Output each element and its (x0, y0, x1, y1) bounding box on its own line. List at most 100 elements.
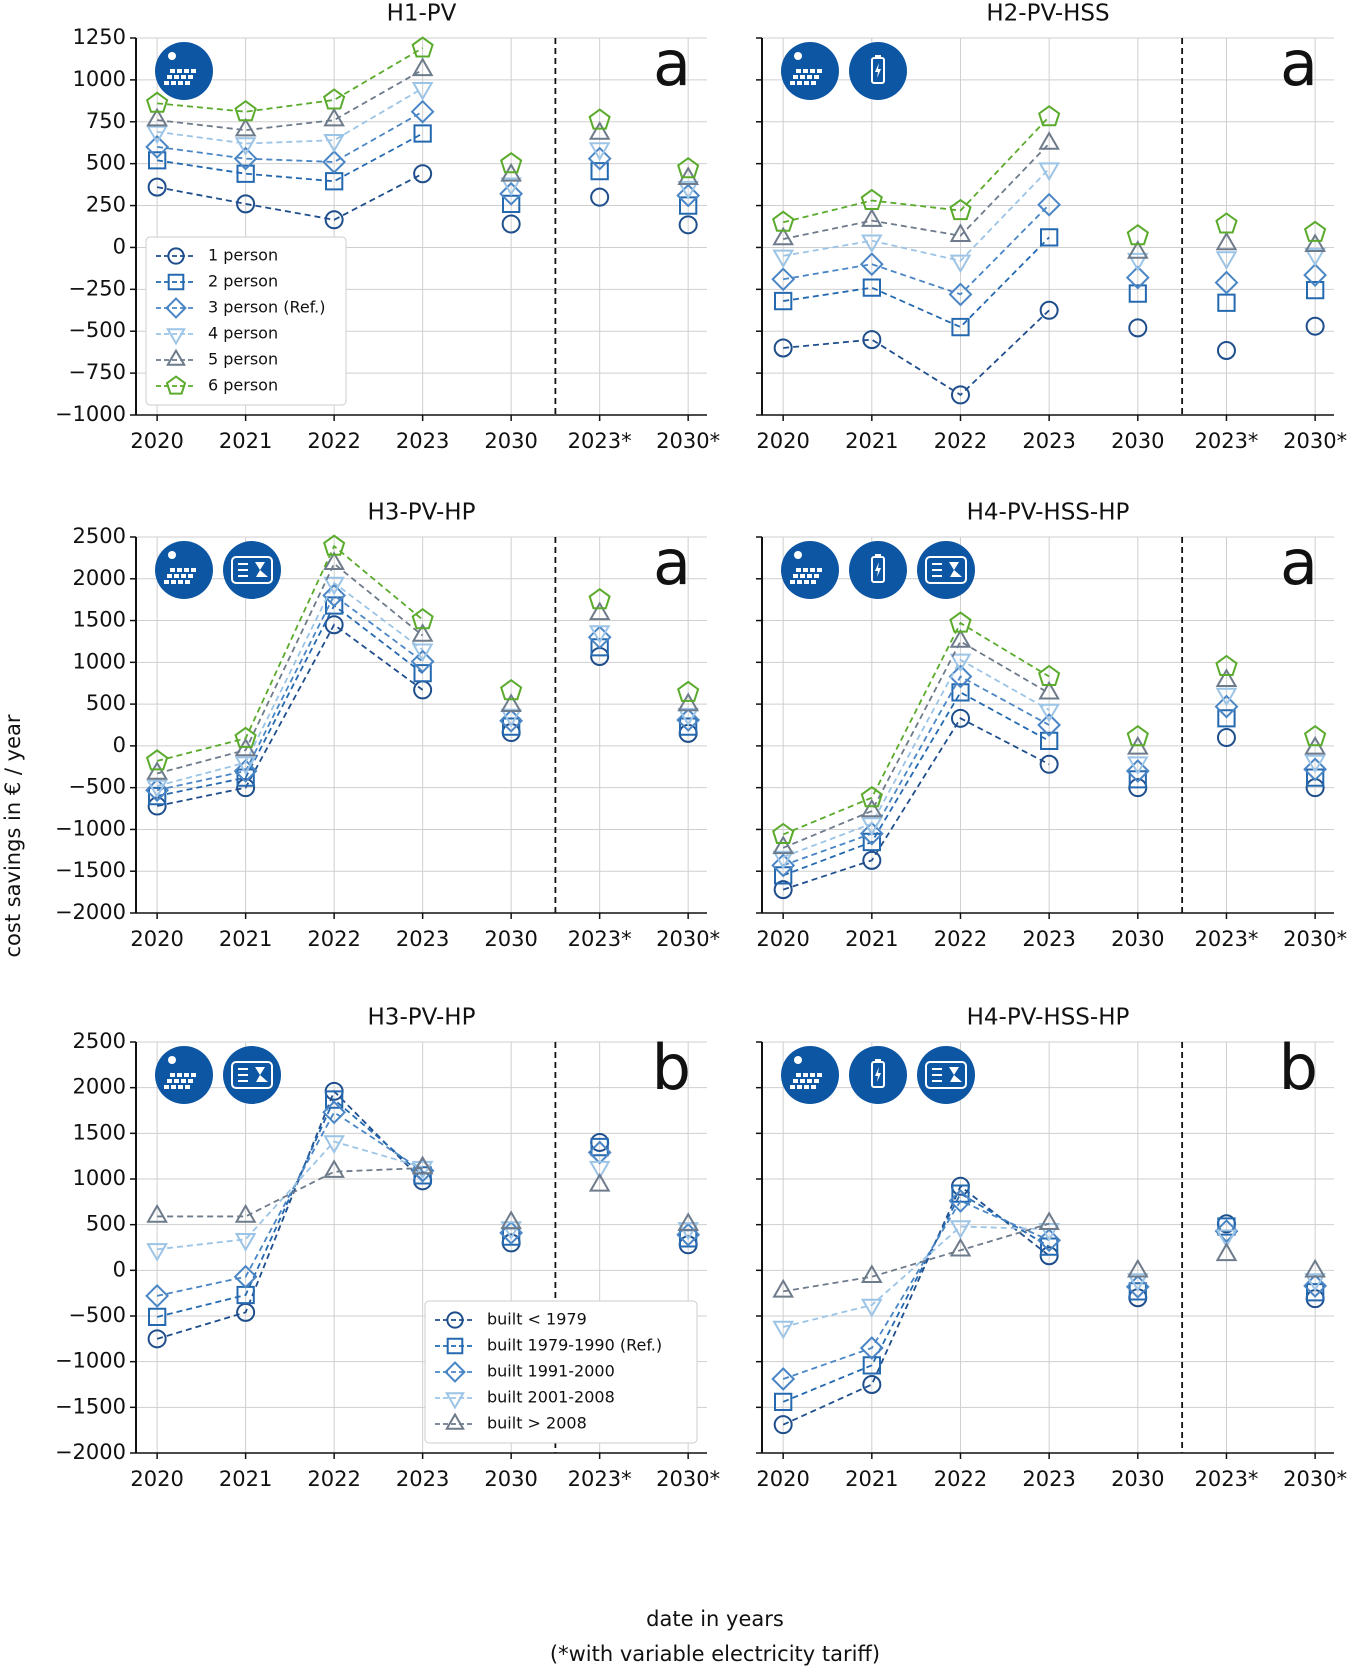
y-tick-label: −1500 (55, 858, 126, 882)
data-point (236, 164, 255, 183)
data-point (145, 1283, 170, 1308)
x-tick-label: 2030* (656, 1467, 720, 1491)
data-point (1039, 754, 1059, 774)
data-point (1303, 263, 1328, 288)
data-point (590, 187, 610, 207)
icon-cell (814, 574, 819, 578)
panel-title: H3-PV-HP (368, 500, 476, 526)
data-point (1214, 1219, 1239, 1244)
icon-cell (807, 574, 812, 578)
icon-cell (167, 574, 172, 578)
data-point (147, 1329, 167, 1349)
legend-marker (446, 1337, 464, 1355)
data-point (862, 278, 881, 297)
series-line (156, 1111, 424, 1297)
series-line (783, 204, 1050, 296)
data-point (1126, 240, 1149, 259)
series-line (782, 116, 1050, 224)
data-point (323, 1159, 345, 1178)
icon-cell (814, 75, 819, 79)
panel-label: a (653, 526, 691, 599)
data-point (860, 785, 883, 808)
icon-cell (796, 1073, 801, 1077)
legend-label: 2 person (208, 272, 278, 291)
legend-label: 1 person (208, 246, 278, 265)
data-point (500, 708, 522, 728)
x-tick-label: 2020 (130, 429, 183, 453)
y-tick-label: 250 (86, 193, 126, 217)
data-point (1215, 212, 1238, 234)
data-point (950, 385, 970, 405)
series-line (782, 142, 1050, 240)
series-line (156, 581, 424, 787)
y-tick-label: 1500 (73, 1120, 126, 1144)
data-point (1038, 162, 1060, 182)
x-tick-label: 2023* (568, 927, 632, 951)
data-point (411, 623, 434, 642)
series-line (783, 236, 1050, 329)
data-point (1215, 668, 1238, 687)
y-tick-label: 1000 (73, 67, 126, 91)
y-tick-label: 1500 (73, 608, 126, 632)
icon-cell (174, 75, 179, 79)
y-tick-label: 2500 (73, 524, 126, 548)
data-point (1304, 1258, 1326, 1278)
data-point (772, 1278, 795, 1298)
icon-battery-cap (875, 554, 881, 557)
icon-bolt (875, 1067, 881, 1082)
data-point (500, 177, 522, 197)
data-point (1216, 728, 1236, 748)
data-point (951, 1184, 970, 1203)
data-point (1037, 192, 1062, 217)
data-point (676, 1222, 701, 1247)
legend-label: built 1979-1990 (Ref.) (487, 1336, 662, 1355)
icon-cell (790, 81, 795, 85)
y-tick-label: 2000 (73, 1075, 126, 1099)
x-tick-label: 2022 (307, 429, 360, 453)
data-point (323, 134, 345, 153)
data-point (772, 850, 795, 870)
y-tick-label: 1000 (73, 649, 126, 673)
data-point (146, 761, 168, 780)
legend-marker (167, 247, 185, 265)
panel-label: a (653, 27, 691, 100)
series-line (782, 621, 1050, 836)
series-line (783, 1222, 1050, 1293)
data-point (588, 142, 611, 162)
legend-marker (166, 328, 186, 346)
data-point (1128, 770, 1147, 789)
series-line (156, 132, 424, 183)
series-line (782, 640, 1050, 849)
x-tick-label: 2030* (1283, 429, 1347, 453)
legend-marker (165, 375, 187, 395)
data-point (859, 252, 884, 277)
icon-cell (171, 580, 176, 584)
icon-cell (804, 1085, 809, 1089)
series-line (157, 1167, 423, 1218)
panel-label: a (1280, 27, 1318, 100)
data-point (677, 166, 700, 185)
series-line (156, 172, 424, 221)
legend-label: built 2001-2008 (487, 1388, 615, 1407)
icon-battery-cap (875, 1059, 881, 1062)
y-tick-label: −500 (68, 1303, 126, 1327)
x-tick-label: 2023 (1022, 429, 1075, 453)
series-line (157, 110, 424, 163)
data-point (1125, 759, 1150, 783)
data-point (1215, 231, 1238, 251)
icon-cell (793, 574, 798, 578)
x-tick-label: 2023* (1194, 1467, 1258, 1491)
icon-cell (191, 1073, 196, 1077)
icon-cell (790, 580, 795, 584)
data-point (948, 1188, 973, 1213)
data-point (771, 267, 796, 292)
icon-cell (177, 1073, 182, 1077)
data-point (772, 210, 795, 232)
y-axis-label: cost savings in € / year (1, 714, 25, 957)
data-point (1040, 731, 1059, 750)
data-point (411, 607, 434, 630)
icon-cell (790, 1085, 795, 1089)
x-tick-label: 2030* (1283, 1467, 1347, 1491)
panel-title: H2-PV-HSS (986, 1, 1109, 27)
data-point (1217, 1217, 1236, 1236)
